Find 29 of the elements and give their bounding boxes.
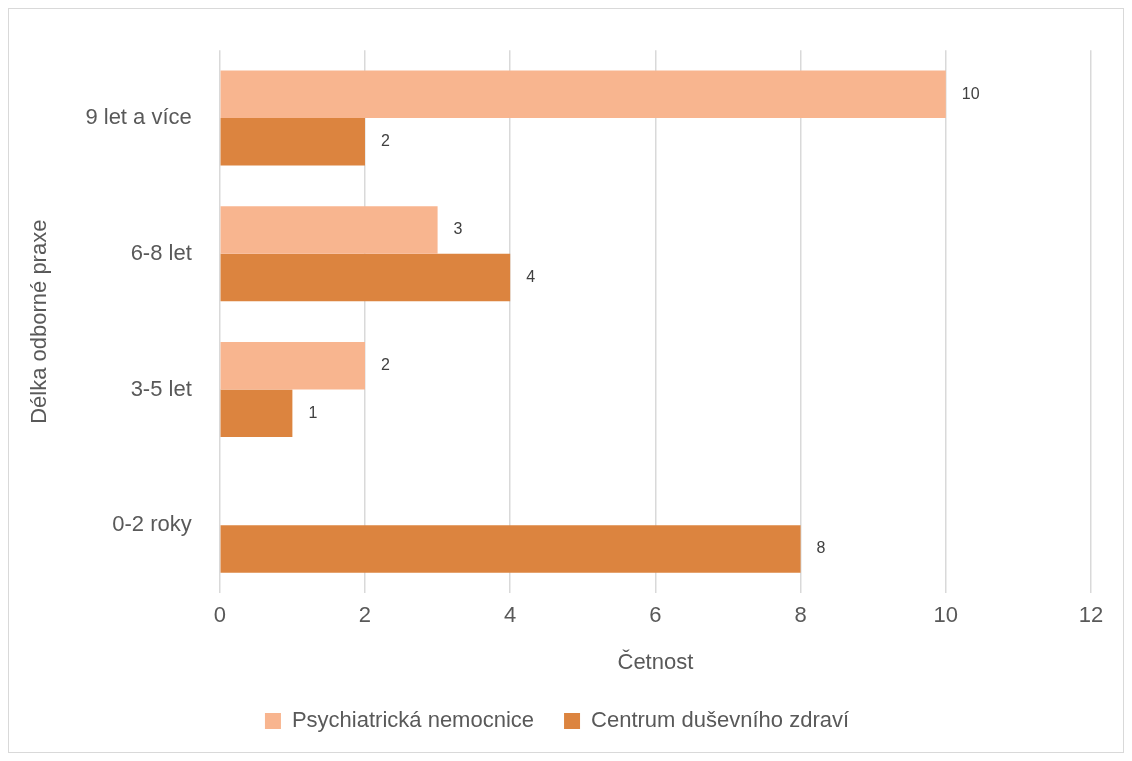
x-tick-label: 6	[649, 602, 662, 628]
bar	[220, 206, 438, 254]
bar	[220, 253, 511, 302]
x-tick-label: 8	[794, 602, 807, 628]
x-tick-label: 10	[933, 602, 959, 628]
x-tick-label: 2	[358, 602, 372, 628]
x-tick-label: 0	[213, 602, 226, 628]
y-tick-label: 0-2 roky	[112, 511, 192, 537]
bar	[220, 342, 365, 390]
y-tick-label: 9 let a více	[85, 104, 192, 130]
x-axis-title: Četnost	[617, 648, 694, 674]
x-tick-label: 4	[504, 602, 517, 628]
legend-label: Psychiatrická nemocnice	[291, 707, 535, 733]
y-tick-label: 6-8 let	[130, 239, 192, 265]
bar	[220, 70, 946, 119]
data-label: 10	[961, 84, 980, 102]
data-label: 2	[380, 356, 390, 374]
bar	[220, 389, 293, 438]
bar	[220, 525, 801, 573]
y-axis-title: Délka odborné praxe	[26, 219, 52, 424]
data-label: 4	[526, 267, 536, 285]
x-tick-label: 12	[1078, 602, 1104, 628]
bar	[220, 118, 365, 166]
data-label: 1	[308, 403, 318, 421]
data-label: 3	[453, 220, 463, 238]
legend-label: Centrum duševního zdraví	[591, 707, 850, 733]
data-label: 2	[380, 132, 390, 150]
data-label: 8	[816, 539, 826, 557]
y-tick-label: 3-5 let	[130, 375, 192, 401]
